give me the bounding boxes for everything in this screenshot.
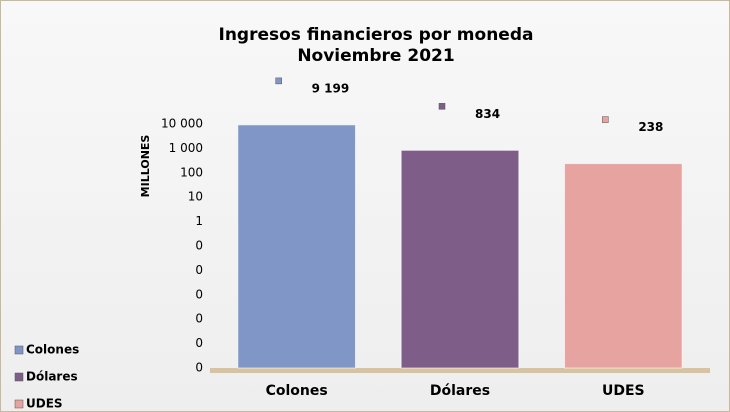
bar	[564, 163, 683, 369]
floor	[210, 368, 710, 373]
bar	[400, 149, 520, 369]
y-tick-label: 100	[180, 165, 203, 179]
y-tick-label: 10 000	[161, 117, 203, 131]
y-tick-label: 0	[195, 336, 203, 350]
legend-label: Colones	[26, 343, 79, 357]
label-marker	[438, 103, 446, 110]
bar	[237, 124, 356, 369]
data-label: 238	[638, 120, 663, 134]
x-tick-label: UDES	[602, 383, 645, 399]
y-tick-label: 0	[195, 287, 203, 301]
y-tick-label: 0	[195, 361, 203, 375]
legend-label: Dólares	[26, 370, 78, 384]
y-tick-label: 1 000	[169, 141, 203, 155]
x-tick-label: Dólares	[430, 383, 490, 399]
y-axis-label: MILLONES	[139, 135, 152, 198]
data-label: 9 199	[312, 81, 350, 95]
x-tick-label: Colones	[266, 383, 328, 399]
y-tick-label: 0	[195, 239, 203, 253]
y-tick-label: 0	[195, 263, 203, 277]
label-marker	[275, 77, 282, 85]
y-tick-label: 1	[195, 214, 203, 228]
legend-swatch	[14, 399, 24, 409]
chart-title: Ingresos financieros por moneda	[219, 25, 534, 45]
chart-title: Noviembre 2021	[297, 46, 454, 66]
y-tick-label: 10	[188, 190, 203, 204]
legend-label: UDES	[26, 397, 63, 411]
label-marker	[602, 116, 609, 123]
legend-swatch	[14, 372, 24, 382]
legend-swatch	[14, 345, 24, 355]
data-label: 834	[475, 107, 500, 121]
y-tick-label: 0	[195, 312, 203, 326]
